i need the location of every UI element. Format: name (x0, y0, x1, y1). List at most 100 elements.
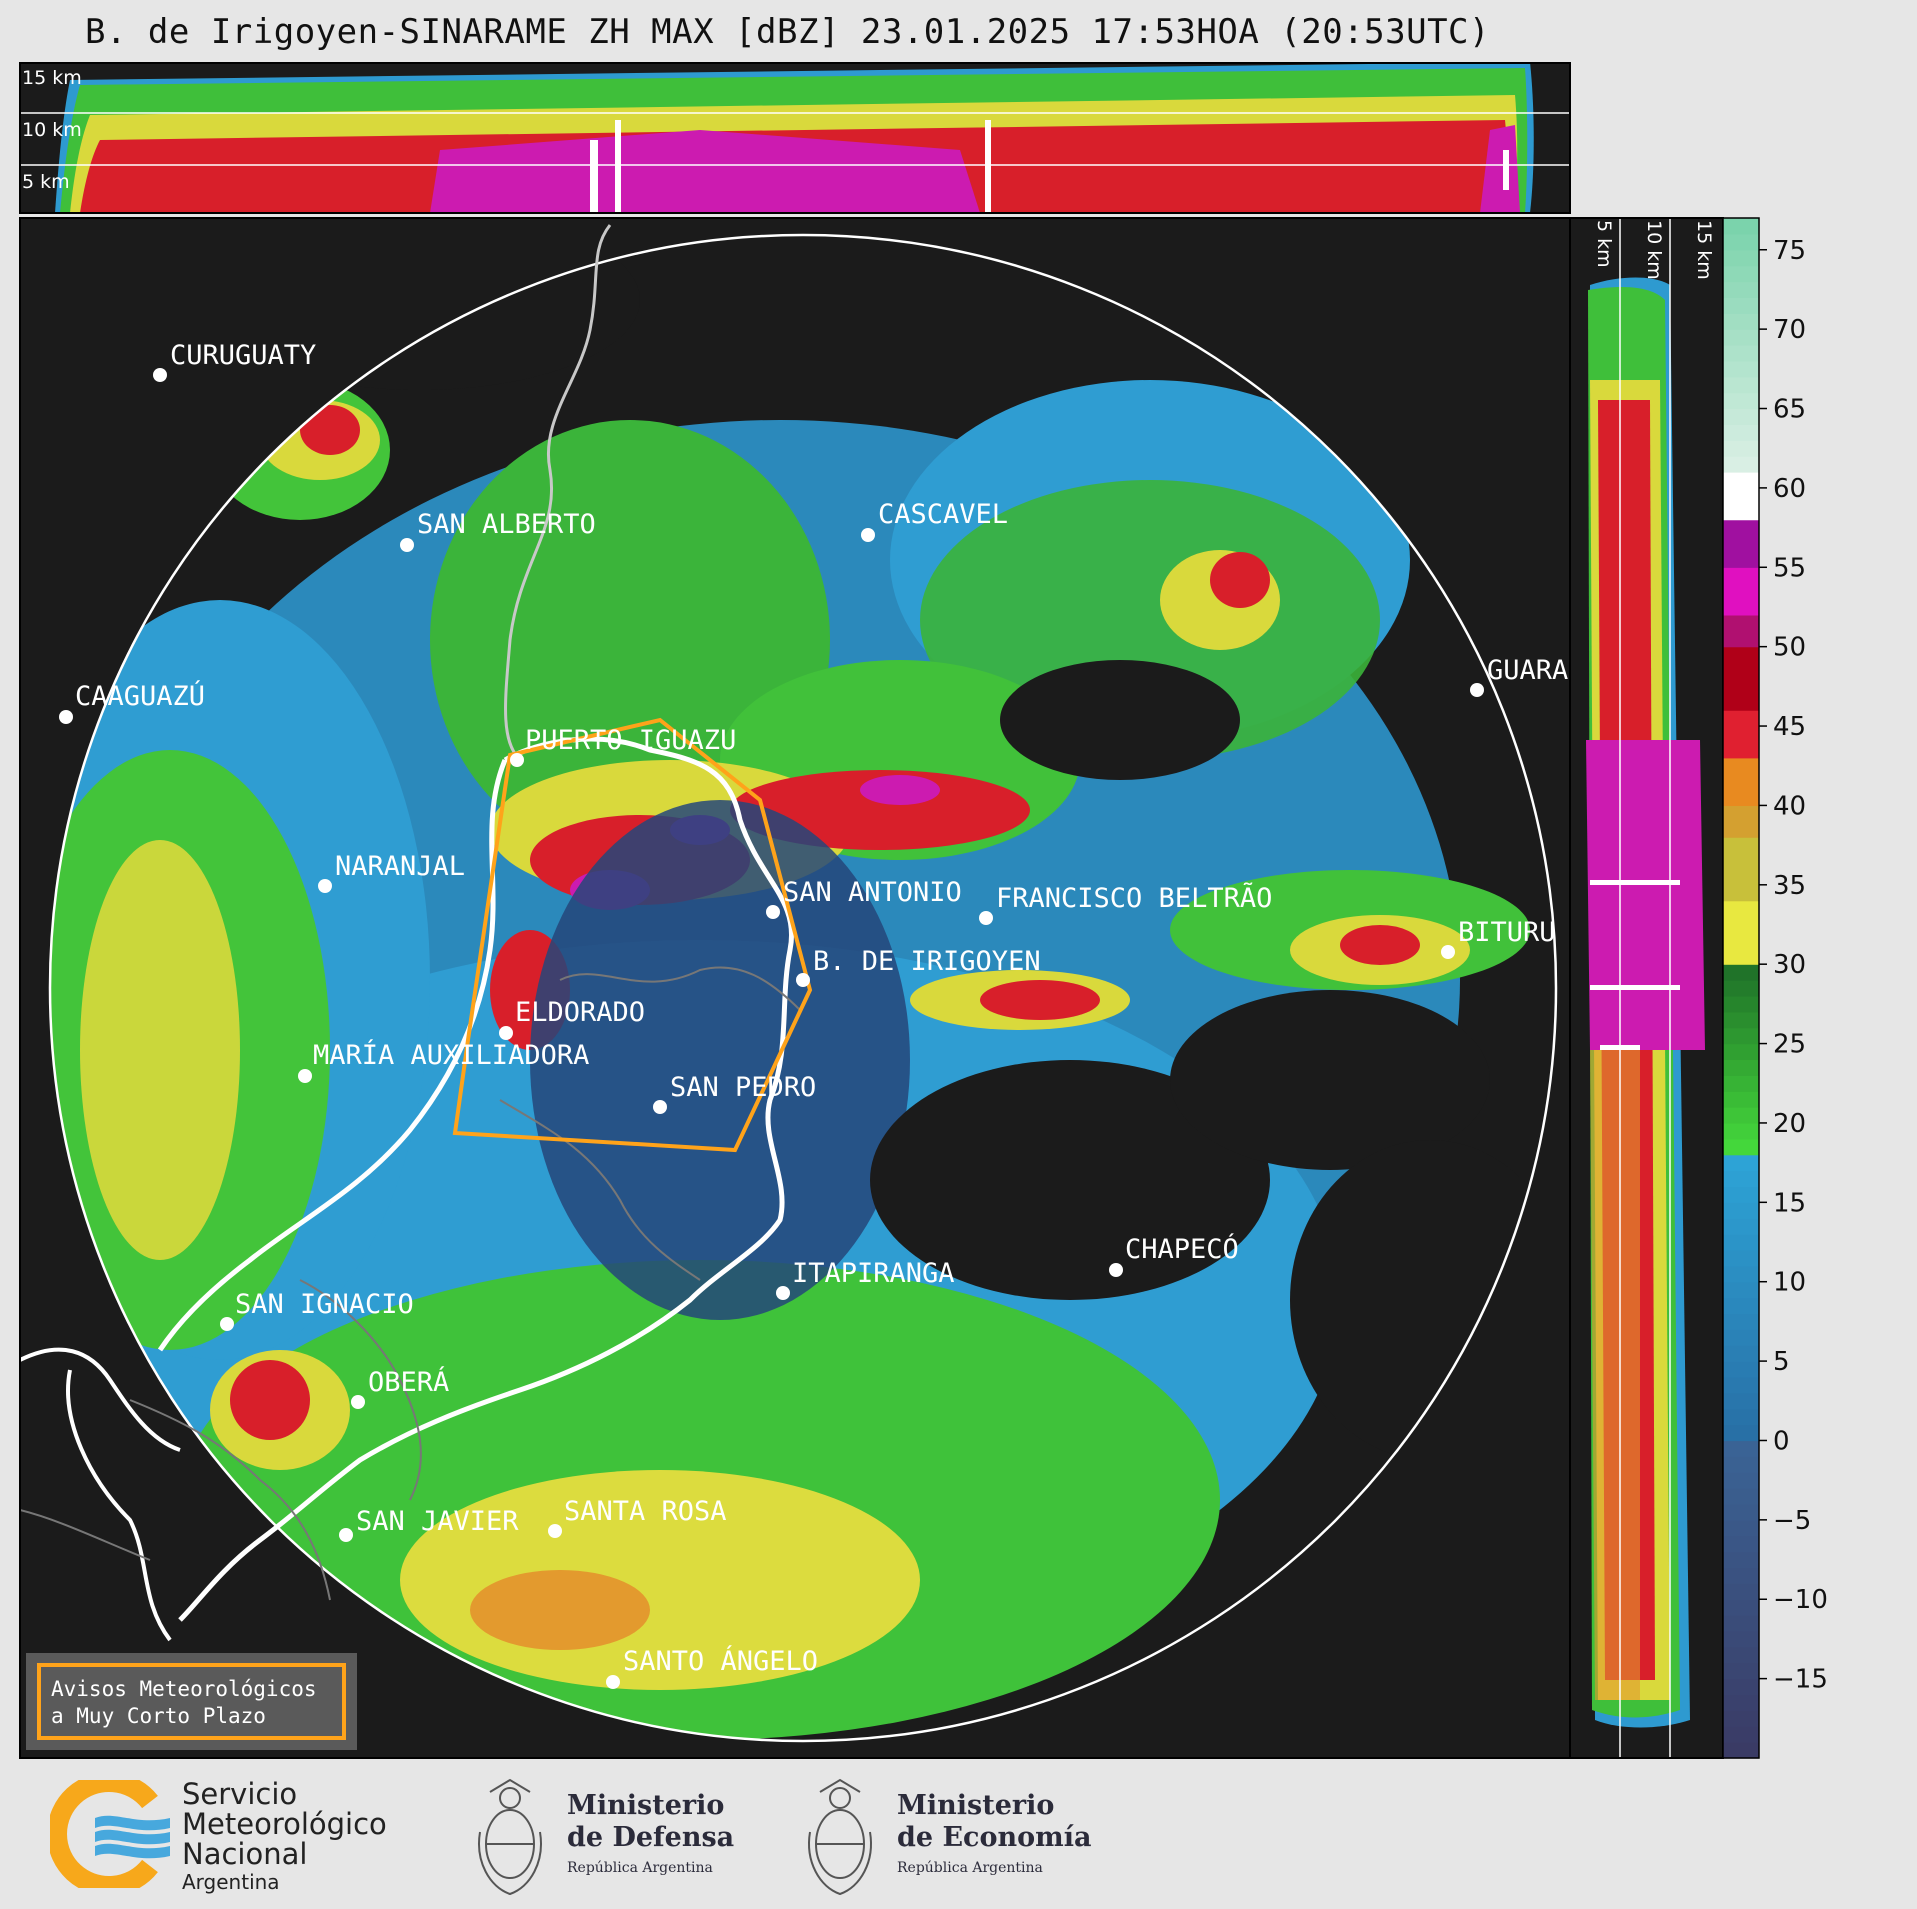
svg-text:PUERTO IGUAZU: PUERTO IGUAZU (525, 725, 736, 756)
colorbar-segment (1723, 646, 1759, 664)
place-san-alberto: SAN ALBERTO (400, 509, 596, 552)
international-border (504, 224, 612, 762)
place-santo-angelo: SANTO ÁNGELO (606, 1645, 818, 1689)
colorbar-segment (1723, 694, 1759, 711)
colorbar-segment (1723, 1440, 1759, 1457)
colorbar-segment (1723, 853, 1759, 870)
colorbar-segment (1723, 1361, 1759, 1378)
place-cascavel: CASCAVEL (861, 499, 1008, 542)
radar-map-panel: CURUGUATY SAN ALBERTO CASCAVEL CAAGUAZÚ … (19, 217, 1571, 1759)
colorbar-tick-label: 0 (1773, 1426, 1790, 1456)
top-panel-5km-label: 5 km (22, 171, 70, 193)
colorbar-segment (1723, 345, 1759, 362)
smn-line4: Argentina (182, 1870, 280, 1894)
svg-text:CHAPECÓ: CHAPECÓ (1125, 1233, 1239, 1265)
place-obera: OBERÁ (351, 1366, 449, 1409)
place-b-de-irigoyen: B. DE IRIGOYEN (796, 946, 1041, 987)
svg-text:SAN ALBERTO: SAN ALBERTO (417, 509, 596, 540)
colorbar-segment (1723, 1488, 1759, 1505)
place-santa-rosa: SANTA ROSA (548, 1496, 727, 1538)
colorbar-segment (1723, 1154, 1759, 1172)
svg-text:BITURU: BITURU (1458, 917, 1556, 948)
place-eldorado: ELDORADO (499, 997, 645, 1040)
warning-polygon (452, 717, 813, 1153)
range-ring (48, 233, 1558, 1743)
colorbar-segment (1723, 678, 1759, 695)
warning-legend-box: Avisos Meteorológicos a Muy Corto Plazo (26, 1653, 357, 1750)
colorbar-segment (1723, 726, 1759, 743)
colorbar-segment (1723, 583, 1759, 600)
radar-figure: 15 km 10 km 5 km (19, 62, 1828, 1759)
side-panel-15km-label: 15 km (1693, 220, 1715, 280)
colorbar-segment (1723, 1694, 1759, 1711)
colorbar-segment (1723, 472, 1759, 489)
smn-line2: Meteorológico (182, 1807, 387, 1841)
colorbar-segment (1723, 297, 1759, 314)
colorbar-segment (1723, 1503, 1759, 1521)
colorbar-segment (1723, 1646, 1759, 1664)
colorbar-segment (1723, 567, 1759, 584)
svg-text:SANTA ROSA: SANTA ROSA (564, 1496, 727, 1527)
colorbar-segment (1723, 1710, 1759, 1727)
place-san-ignacio: SAN IGNACIO (220, 1289, 414, 1331)
colorbar-segment (1723, 1122, 1759, 1140)
colorbar-segment (1723, 1186, 1759, 1203)
colorbar-segment (1723, 1519, 1759, 1537)
economia-line2: de Economía (897, 1822, 1092, 1853)
smn-line3: Nacional (182, 1837, 308, 1871)
colorbar-tick-label: 45 (1773, 712, 1806, 742)
colorbar-segment (1723, 741, 1759, 759)
colorbar-tick-label: 30 (1773, 950, 1806, 980)
map-title: B. de Irigoyen-SINARAME ZH MAX [dBZ] 23.… (85, 12, 1490, 52)
colorbar-segment (1723, 1392, 1759, 1410)
colorbar-tick-label: 5 (1773, 1347, 1790, 1377)
colorbar-segment (1723, 948, 1759, 965)
place-labels: CURUGUATY SAN ALBERTO CASCAVEL CAAGUAZÚ … (59, 340, 1568, 1689)
place-san-antonio: SAN ANTONIO (766, 877, 962, 919)
colorbar-tick-label: 70 (1773, 315, 1806, 345)
svg-text:SAN JAVIER: SAN JAVIER (356, 1506, 519, 1537)
colorbar-segment (1723, 360, 1759, 378)
defensa-line1: Ministerio (567, 1790, 725, 1821)
place-guara: GUARA (1470, 655, 1568, 697)
colorbar-segment (1723, 1281, 1759, 1299)
colorbar-segment (1723, 1456, 1759, 1473)
colorbar-tick-label: 25 (1773, 1030, 1806, 1060)
place-naranjal: NARANJAL (318, 851, 465, 893)
colorbar-segment (1723, 1630, 1759, 1648)
place-san-javier: SAN JAVIER (339, 1506, 519, 1542)
economia-line3: República Argentina (897, 1860, 1043, 1876)
province-boundary (178, 736, 794, 1622)
colorbar-segment (1723, 313, 1759, 330)
colorbar-segment (1723, 980, 1759, 997)
smn-line1: Servicio (182, 1777, 298, 1811)
colorbar-segment (1723, 662, 1759, 680)
colorbar-segment (1723, 503, 1759, 521)
defensa-line3: República Argentina (567, 1860, 713, 1876)
colorbar-segment (1723, 1170, 1759, 1188)
colorbar-tick-label: 35 (1773, 871, 1806, 901)
svg-text:SAN PEDRO: SAN PEDRO (670, 1072, 816, 1103)
colorbar-segment (1723, 233, 1759, 251)
colorbar-segment (1723, 1424, 1759, 1442)
colorbar-segment (1723, 630, 1759, 648)
colorbar-segment (1723, 551, 1759, 568)
colorbar-segment (1723, 1726, 1759, 1743)
colorbar-segment (1723, 789, 1759, 807)
side-panel-10km-label: 10 km (1643, 220, 1665, 280)
colorbar-segment (1723, 900, 1759, 918)
colorbar-segment (1723, 1297, 1759, 1315)
colorbar-segment (1723, 1218, 1759, 1235)
colorbar-segment (1723, 1535, 1759, 1553)
place-chapeco: CHAPECÓ (1109, 1233, 1239, 1277)
colorbar-segment (1723, 408, 1759, 425)
colorbar-tick-label: −5 (1773, 1506, 1811, 1536)
colorbar-segment (1723, 1075, 1759, 1092)
colorbar-segment (1723, 1107, 1759, 1124)
colorbar-segment (1723, 837, 1759, 854)
side-cross-section-panel: 5 km 10 km 15 km (1569, 217, 1724, 1759)
svg-text:SAN ANTONIO: SAN ANTONIO (783, 877, 962, 908)
warning-legend-line1: Avisos Meteorológicos (51, 1677, 317, 1701)
colorbar-tick-label: 15 (1773, 1188, 1806, 1218)
